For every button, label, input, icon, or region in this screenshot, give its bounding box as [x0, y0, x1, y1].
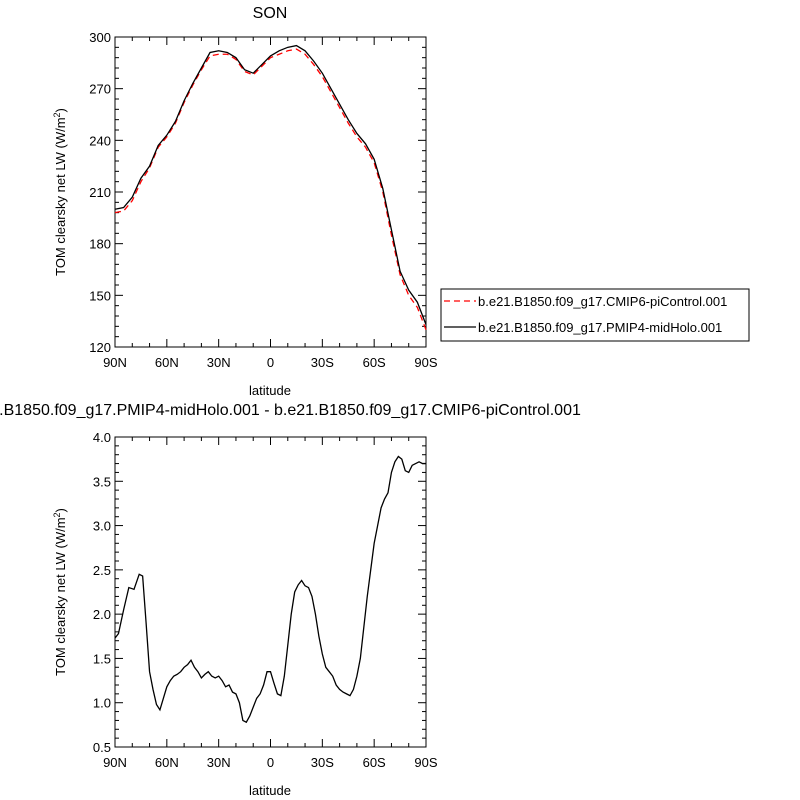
bottom-y-ticks: 0.5 1.0 1.5 2.0 2.5 3.0 3.5 4.0 — [93, 430, 426, 755]
bottom-panel: b.e21.B1850.f09_g17.PMIP4-midHolo.001 - … — [0, 402, 581, 798]
bottom-series-lines — [114, 455, 426, 724]
bottom-x-tick-label: 30S — [311, 755, 334, 770]
legend-box — [440, 288, 750, 342]
bottom-x-tick-label: 60S — [363, 755, 386, 770]
top-x-tick-label: 30N — [207, 355, 231, 370]
bottom-x-tick-label: 60N — [155, 755, 179, 770]
bottom-y-tick-label: 3.0 — [93, 519, 111, 534]
bottom-x-tick-label: 30N — [207, 755, 231, 770]
bottom-chart-title: b.e21.B1850.f09_g17.PMIP4-midHolo.001 - … — [0, 402, 581, 419]
top-x-tick-label: 0 — [267, 355, 274, 370]
top-y-tick-label: 300 — [89, 30, 111, 45]
bottom-y-axis-label: TOM clearsky net LW (W/m2) — [52, 508, 68, 676]
legend: b.e21.B1850.f09_g17.CMIP6-piControl.001 … — [440, 288, 750, 342]
top-x-tick-label: 60S — [363, 355, 386, 370]
top-series-lines — [114, 44, 427, 331]
top-series-line-0 — [114, 48, 427, 331]
top-y-tick-label: 150 — [89, 288, 111, 303]
bottom-y-tick-label: 3.5 — [93, 474, 111, 489]
top-x-tick-label: 90N — [103, 355, 127, 370]
top-y-ticks: 120 150 180 210 240 270 300 — [89, 30, 426, 355]
top-y-tick-label: 270 — [89, 82, 111, 97]
top-x-tick-label: 30S — [311, 355, 334, 370]
top-panel: SON 90N 60N 30N 0 30S 60S 90S 120 150 180 210 240 2… — [52, 5, 750, 398]
top-y-axis-label: TOM clearsky net LW (W/m2) — [52, 108, 68, 276]
top-y-tick-label: 120 — [89, 340, 111, 355]
top-series-line-1 — [114, 44, 427, 325]
top-x-tick-label: 60N — [155, 355, 179, 370]
bottom-y-tick-label: 0.5 — [93, 740, 111, 755]
bottom-y-tick-label: 1.0 — [93, 696, 111, 711]
bottom-x-tick-label: 90N — [103, 755, 127, 770]
bottom-y-tick-label: 4.0 — [93, 430, 111, 445]
top-x-tick-label: 90S — [414, 355, 437, 370]
top-chart-title: SON — [253, 5, 288, 22]
bottom-x-tick-label: 0 — [267, 755, 274, 770]
top-y-tick-label: 180 — [89, 237, 111, 252]
top-y-tick-label: 210 — [89, 185, 111, 200]
bottom-x-ticks: 90N 60N 30N 0 30S 60S 90S — [103, 437, 438, 770]
legend-label-midholo: b.e21.B1850.f09_g17.PMIP4-midHolo.001 — [478, 320, 722, 335]
bottom-x-axis-label: latitude — [249, 783, 291, 798]
top-y-tick-label: 240 — [89, 133, 111, 148]
bottom-series-line-0 — [114, 455, 426, 724]
bottom-x-tick-label: 90S — [414, 755, 437, 770]
legend-label-picontrol: b.e21.B1850.f09_g17.CMIP6-piControl.001 — [478, 294, 727, 309]
bottom-y-tick-label: 2.0 — [93, 607, 111, 622]
top-x-axis-label: latitude — [249, 383, 291, 398]
bottom-y-tick-label: 1.5 — [93, 651, 111, 666]
top-x-ticks: 90N 60N 30N 0 30S 60S 90S — [103, 37, 438, 370]
bottom-y-tick-label: 2.5 — [93, 563, 111, 578]
bottom-plot-frame — [114, 436, 427, 748]
top-plot-frame — [114, 36, 427, 348]
